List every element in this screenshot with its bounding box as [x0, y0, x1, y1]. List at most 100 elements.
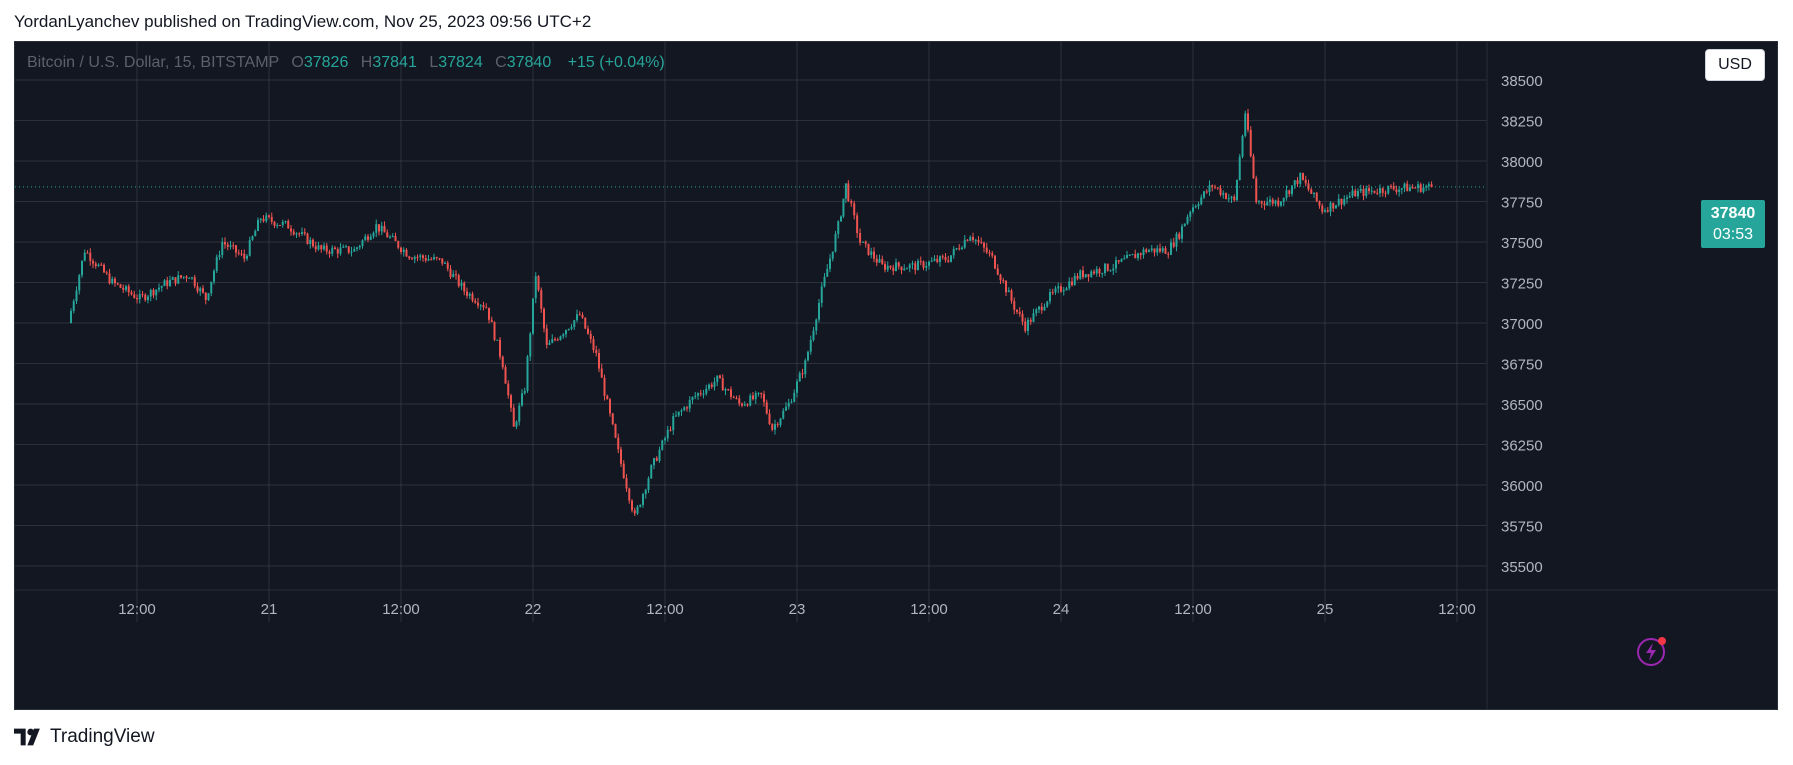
- candle-body: [655, 458, 658, 461]
- candle-body: [1395, 189, 1398, 192]
- candle-body: [295, 233, 298, 235]
- candle-body: [796, 381, 798, 393]
- candle-body: [859, 233, 862, 243]
- candle-body: [268, 215, 270, 217]
- candle-body: [149, 289, 152, 297]
- candle-body: [1343, 198, 1346, 205]
- candle-body: [1106, 263, 1109, 271]
- candle-body: [873, 251, 875, 259]
- candle-body: [1222, 193, 1225, 195]
- candle-body: [1274, 200, 1277, 204]
- candle-body: [1095, 269, 1098, 274]
- candle-body: [1115, 260, 1117, 269]
- candle-body: [776, 424, 779, 426]
- candle-body: [697, 393, 699, 396]
- candle-body: [974, 239, 977, 241]
- candle-body: [1340, 198, 1343, 205]
- candle-body: [636, 506, 639, 514]
- candle-body: [133, 294, 136, 299]
- candle-body: [710, 384, 713, 387]
- candle-body: [936, 258, 939, 263]
- candle-body: [1403, 183, 1406, 189]
- candle-body: [1117, 260, 1120, 262]
- candle-body: [958, 248, 961, 250]
- currency-button[interactable]: USD: [1705, 49, 1765, 81]
- candle-body: [972, 236, 974, 240]
- candle-body: [207, 293, 210, 301]
- y-tick-label: 35750: [1501, 519, 1543, 536]
- candle-body: [551, 339, 554, 343]
- candle-body: [738, 398, 741, 404]
- candle-body: [1417, 184, 1420, 188]
- candle-body: [850, 201, 853, 204]
- candle-body: [138, 294, 141, 300]
- candle-body: [633, 510, 636, 514]
- candle-body: [496, 339, 499, 341]
- candle-body: [510, 395, 512, 408]
- candlestick-chart[interactable]: 35500 35750 36000 36250 36500 36750 37000 37250…: [15, 42, 1778, 710]
- candle-body: [1016, 309, 1018, 312]
- legend-close-value: 37840: [506, 54, 552, 71]
- candle-body: [1216, 187, 1219, 189]
- candle-body: [526, 356, 529, 391]
- candle-body: [1150, 248, 1153, 251]
- candle-body: [1112, 268, 1115, 271]
- candle-body: [529, 333, 532, 357]
- lightning-icon[interactable]: [1635, 634, 1669, 668]
- candle-body: [567, 328, 570, 330]
- candle-body: [224, 242, 226, 245]
- legend-symbol[interactable]: Bitcoin / U.S. Dollar, 15, BITSTAMP: [27, 54, 279, 71]
- candle-body: [372, 232, 375, 237]
- candle-body: [716, 375, 719, 383]
- candle-body: [911, 263, 914, 265]
- candle-body: [408, 256, 411, 259]
- candle-body: [581, 314, 584, 318]
- candle-body: [435, 257, 438, 259]
- candle-body: [785, 406, 787, 411]
- candle-body: [919, 260, 922, 262]
- candle-body: [400, 247, 402, 252]
- candle-body: [1238, 156, 1241, 181]
- candle-body: [174, 277, 177, 284]
- candle-body: [1062, 290, 1065, 292]
- candle-body: [1422, 187, 1425, 192]
- legend-low-value: 37824: [438, 54, 483, 71]
- candle-body: [1032, 313, 1035, 322]
- candle-body: [925, 265, 928, 268]
- candle-body: [455, 274, 457, 276]
- candle-body: [1175, 233, 1178, 247]
- candle-body: [193, 277, 196, 287]
- y-tick-label: 35500: [1501, 559, 1543, 576]
- x-tick-label: 25: [1317, 601, 1334, 618]
- candle-body: [122, 287, 125, 290]
- candle-body: [72, 301, 75, 311]
- candle-body: [622, 463, 625, 479]
- candle-body: [292, 231, 295, 235]
- candle-body: [939, 256, 941, 263]
- candle-body: [642, 494, 644, 505]
- candle-body: [358, 245, 361, 248]
- candle-body: [89, 252, 92, 261]
- chart-pane[interactable]: 35500 35750 36000 36250 36500 36750 37000 37250…: [14, 41, 1778, 710]
- candle-body: [897, 262, 900, 267]
- tradingview-brand[interactable]: TradingView: [14, 726, 155, 748]
- candle-body: [1359, 188, 1362, 192]
- candle-body: [1211, 185, 1214, 187]
- candle-body: [1277, 200, 1280, 206]
- candle-body: [504, 367, 507, 384]
- candle-body: [248, 239, 251, 256]
- candle-body: [518, 405, 521, 422]
- candle-body: [259, 218, 262, 220]
- candle-body: [235, 245, 237, 253]
- candle-body: [1128, 254, 1131, 256]
- candle-body: [1291, 185, 1293, 194]
- candle-body: [364, 236, 367, 241]
- candle-body: [1365, 188, 1368, 196]
- tradingview-logo-icon: [14, 728, 40, 746]
- candle-body: [1293, 180, 1296, 186]
- candle-body: [884, 263, 886, 270]
- candle-body: [97, 264, 100, 267]
- candle-body: [647, 478, 650, 490]
- y-tick-label: 36250: [1501, 438, 1543, 455]
- candle-body: [886, 265, 889, 270]
